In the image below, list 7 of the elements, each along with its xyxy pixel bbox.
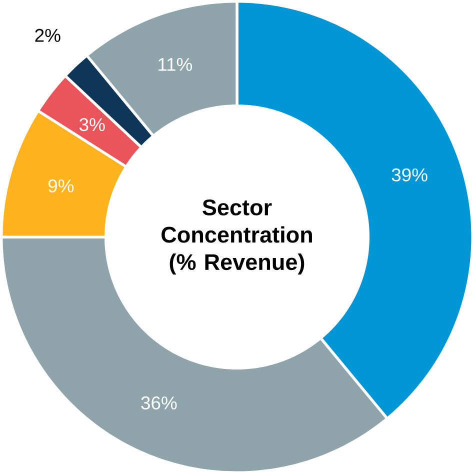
data-label: 9% bbox=[48, 179, 74, 192]
text: Sector Concentration (% Revenue) bbox=[162, 199, 312, 275]
data-label: 36% bbox=[141, 396, 177, 410]
data-label: 11% bbox=[158, 58, 192, 71]
data-label: 3% bbox=[79, 118, 105, 132]
data-label: 39% bbox=[392, 168, 428, 182]
data-label: 2% bbox=[35, 28, 60, 42]
